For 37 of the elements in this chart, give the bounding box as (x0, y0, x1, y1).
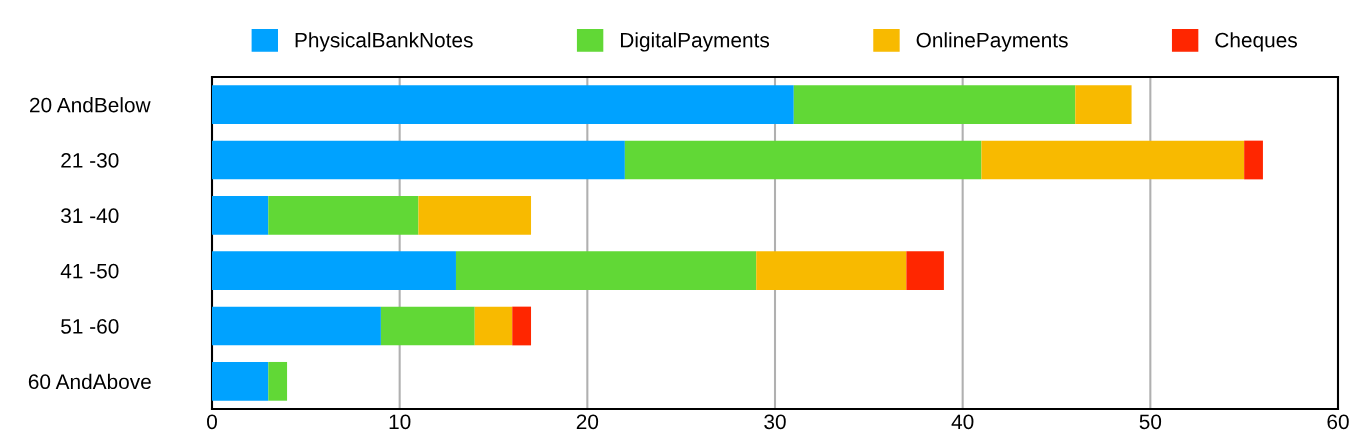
y-tick-label: 60 AndAbove (28, 373, 151, 390)
bar (418, 195, 532, 235)
bar (756, 251, 907, 291)
legend-label: OnlinePayments (916, 32, 1068, 52)
x-tick-label: 0 (207, 414, 217, 430)
bar (268, 361, 288, 401)
bar (512, 306, 532, 346)
x-tick-label: 60 (1327, 414, 1349, 430)
bar (624, 140, 982, 180)
bar (906, 251, 944, 291)
bar (268, 195, 419, 235)
bar (380, 306, 475, 346)
x-tick-label: 10 (389, 414, 411, 430)
bar (212, 85, 794, 125)
x-tick-label: 50 (1139, 414, 1162, 430)
bar (455, 251, 757, 291)
y-tick-label: 51 -60 (61, 319, 119, 334)
y-tick-label: 41 -50 (60, 263, 119, 279)
bar (212, 361, 269, 401)
y-tick-label: 31 -40 (61, 208, 119, 224)
x-tick-label: 30 (764, 414, 786, 430)
bar (981, 140, 1245, 180)
bar (1075, 85, 1132, 125)
bar (212, 195, 269, 235)
legend-label: Cheques (1215, 32, 1297, 52)
legend-label: DigitalPayments (620, 32, 770, 52)
bar (212, 140, 625, 180)
bar (1244, 140, 1263, 180)
bar (212, 251, 456, 291)
y-tick-label: 21 -30 (61, 153, 119, 168)
x-tick-label: 40 (951, 414, 974, 430)
bar (793, 85, 1076, 125)
y-tick-label: 20 AndBelow (30, 97, 151, 113)
x-tick-label: 20 (576, 414, 599, 430)
legend-label: PhysicalBankNotes (295, 32, 473, 52)
bar (212, 306, 381, 346)
bar (474, 306, 513, 346)
